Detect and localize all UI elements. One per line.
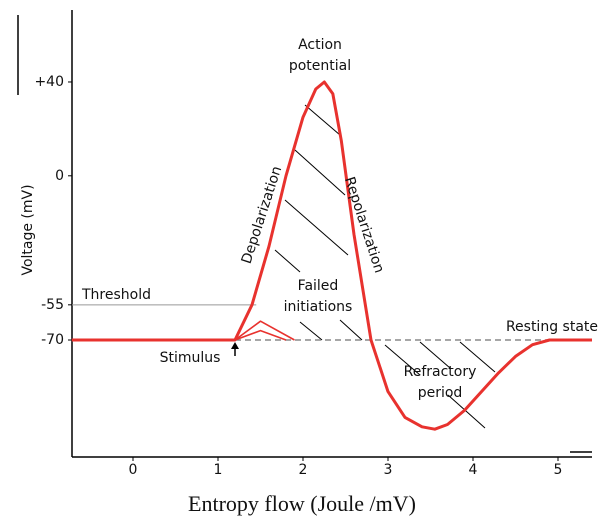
hatch-line — [384, 344, 421, 376]
y-tick-label: -70 — [41, 332, 64, 348]
annotation: Refractory — [404, 364, 477, 380]
annotation: initiations — [284, 299, 353, 315]
x-tick-label: 1 — [214, 462, 223, 478]
x-axis-label: Entropy flow (Joule /mV) — [188, 491, 416, 516]
x-tick-label: 4 — [469, 462, 478, 478]
hatch-line — [339, 319, 363, 341]
curve — [234, 320, 295, 341]
x-tick-label: 5 — [554, 462, 563, 478]
y-axis-label: Voltage (mV) — [20, 184, 36, 275]
annotation: period — [418, 385, 463, 401]
hatch-line — [447, 394, 486, 429]
x-tick-label: 2 — [299, 462, 308, 478]
y-tick-label: 0 — [55, 168, 64, 184]
hatch-line — [294, 149, 346, 196]
y-tick-label: +40 — [34, 74, 64, 90]
hatch-line — [299, 321, 323, 341]
annotation: Action — [298, 37, 342, 53]
hatch-line — [459, 341, 496, 373]
threshold-label: Threshold — [81, 287, 151, 303]
curve — [234, 329, 287, 341]
annotation: Repolarization — [341, 175, 387, 275]
annotation: Stimulus — [160, 350, 221, 366]
annotation: potential — [289, 58, 351, 74]
hatch-line — [419, 341, 451, 369]
hatching — [274, 104, 496, 429]
curve — [71, 80, 592, 431]
x-tick-label: 3 — [384, 462, 393, 478]
x-tick-label: 0 — [129, 462, 138, 478]
y-tick-label: -55 — [41, 297, 64, 313]
annotation: Failed — [298, 278, 339, 294]
annotation: Depolarization — [239, 164, 286, 266]
stimulus-arrowhead — [231, 342, 239, 349]
hatch-line — [304, 104, 341, 136]
resting-label: Resting state — [506, 319, 598, 335]
hatch-line — [284, 199, 349, 256]
hatch-line — [274, 249, 301, 273]
